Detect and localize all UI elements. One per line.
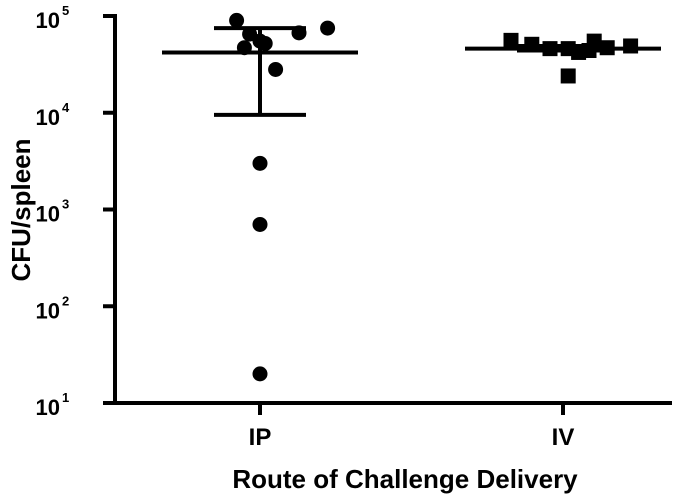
data-point-square (560, 68, 576, 84)
data-point-circle (291, 25, 307, 41)
data-point-circle (236, 40, 252, 56)
data-point-circle (320, 20, 336, 36)
data-point-square (623, 38, 639, 54)
data-point-circle (268, 61, 284, 77)
y-tick-exponent: 3 (62, 197, 69, 212)
y-tick-label: 10 (36, 8, 60, 33)
y-tick-exponent: 4 (62, 100, 70, 115)
y-axis-title: CFU/spleen (6, 138, 36, 281)
data-point-circle (229, 12, 245, 28)
data-point-square (542, 41, 558, 57)
x-axis-categories: IP IV (249, 403, 575, 451)
data-point-circle (252, 155, 268, 171)
x-category-label: IP (249, 424, 272, 451)
data-points (229, 12, 639, 382)
error-bars (162, 26, 661, 117)
data-point-square (599, 40, 615, 56)
y-tick-label: 10 (36, 105, 60, 130)
data-point-circle (252, 33, 268, 49)
y-tick-label: 10 (36, 395, 60, 420)
data-point-circle (252, 216, 268, 232)
x-category-label: IV (552, 424, 575, 451)
y-tick-exponent: 5 (62, 3, 69, 18)
y-tick-label: 10 (36, 202, 60, 227)
y-tick-label: 10 (36, 298, 60, 323)
x-axis-title: Route of Challenge Delivery (232, 464, 578, 494)
y-tick-exponent: 1 (62, 390, 69, 405)
data-point-square (586, 33, 602, 49)
data-point-circle (252, 366, 268, 382)
axes (113, 14, 672, 405)
data-point-square (503, 32, 519, 48)
data-point-square (524, 36, 540, 52)
y-tick-exponent: 2 (62, 293, 69, 308)
